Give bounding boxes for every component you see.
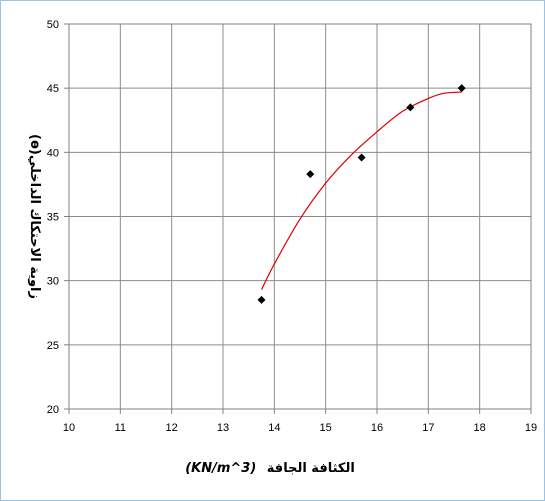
y-tick-label: 40 xyxy=(47,147,59,159)
x-tick-label: 19 xyxy=(525,422,537,434)
data-point xyxy=(257,295,266,304)
data-point xyxy=(357,153,366,162)
data-point xyxy=(306,170,315,179)
x-axis-title: (KN/m^3) الكثافة الجافة xyxy=(185,461,355,476)
point-layer xyxy=(257,84,466,304)
x-tick-label: 15 xyxy=(320,422,332,434)
trendline xyxy=(260,91,462,290)
x-tick-label: 17 xyxy=(422,422,434,434)
x-tick-label: 18 xyxy=(474,422,486,434)
plot-area xyxy=(68,23,532,410)
x-tick-label: 11 xyxy=(115,422,126,434)
data-point xyxy=(457,84,466,93)
y-tick-label: 25 xyxy=(47,340,59,352)
y-tick-label: 50 xyxy=(47,19,59,31)
x-tick-label: 12 xyxy=(166,422,178,434)
x-tick-label: 13 xyxy=(217,422,229,434)
y-axis-title: زاوية الاحتكاك الداخلي(ɵ) xyxy=(27,134,42,299)
grid-layer xyxy=(69,24,531,409)
x-tick-label: 14 xyxy=(268,422,280,434)
y-tick-label: 35 xyxy=(47,212,59,224)
y-tick-label: 45 xyxy=(47,83,59,95)
x-tick-label: 10 xyxy=(63,422,75,434)
y-tick-label: 20 xyxy=(47,404,59,416)
x-axis-title-text: الكثافة الجافة xyxy=(267,461,355,476)
y-tick-label: 30 xyxy=(47,276,59,288)
tick-layer: 10 11 12 13 14 15 16 17 18 19 20 25 30 35 40 45 50 xyxy=(47,19,537,434)
data-point xyxy=(406,103,415,112)
x-tick-label: 16 xyxy=(371,422,383,434)
x-axis-title-unit: (KN/m^3) xyxy=(185,461,256,476)
